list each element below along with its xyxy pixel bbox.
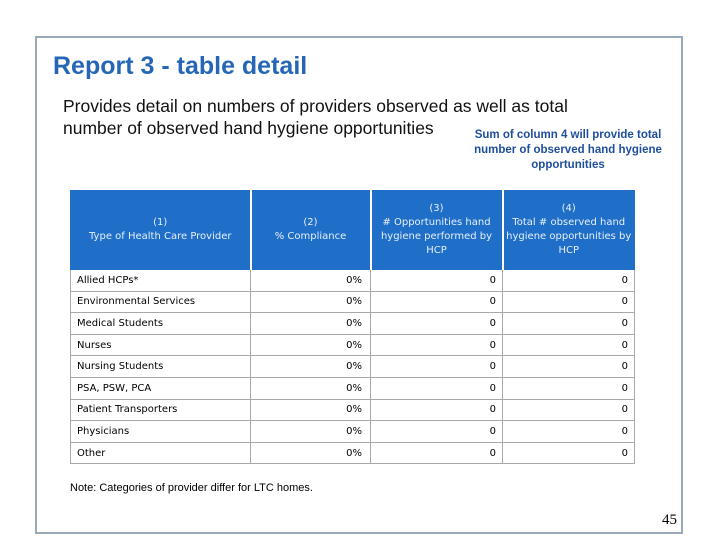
slide-subtitle: Provides detail on numbers of providers … <box>63 96 568 138</box>
cell-observed: 0 <box>502 399 635 422</box>
cell-performed: 0 <box>370 269 503 292</box>
header-label: % Compliance <box>274 231 347 242</box>
cell-observed: 0 <box>502 355 635 378</box>
header-num: (1) <box>153 217 168 228</box>
cell-provider: Physicians <box>70 420 251 443</box>
cell-observed: 0 <box>502 377 635 400</box>
cell-provider: Other <box>70 442 251 465</box>
table-row: PSA, PSW, PCA 0% 0 0 <box>70 377 635 400</box>
cell-observed: 0 <box>502 269 635 292</box>
cell-performed: 0 <box>370 442 503 465</box>
cell-observed: 0 <box>502 312 635 335</box>
cell-provider: Nursing Students <box>70 355 251 378</box>
cell-provider: Allied HCPs* <box>70 269 251 292</box>
slide-title: Report 3 - table detail <box>53 52 308 80</box>
cell-performed: 0 <box>370 420 503 443</box>
header-compliance: (2) % Compliance <box>250 190 372 270</box>
header-label: Type of Health Care Provider <box>89 231 232 242</box>
cell-performed: 0 <box>370 399 503 422</box>
table-row: Medical Students 0% 0 0 <box>70 312 635 335</box>
table-row: Physicians 0% 0 0 <box>70 420 635 443</box>
table-row: Allied HCPs* 0% 0 0 <box>70 269 635 292</box>
cell-compliance: 0% <box>250 399 371 422</box>
table-row: Nursing Students 0% 0 0 <box>70 355 635 378</box>
cell-provider: Nurses <box>70 334 251 357</box>
table-row: Other 0% 0 0 <box>70 442 635 465</box>
cell-compliance: 0% <box>250 377 371 400</box>
header-num: (4) <box>561 203 576 214</box>
cell-compliance: 0% <box>250 355 371 378</box>
footnote: Note: Categories of provider differ for … <box>70 482 313 494</box>
cell-compliance: 0% <box>250 420 371 443</box>
table-row: Patient Transporters 0% 0 0 <box>70 399 635 422</box>
page-number: 45 <box>662 512 677 528</box>
table-row: Environmental Services 0% 0 0 <box>70 291 635 314</box>
cell-performed: 0 <box>370 377 503 400</box>
cell-performed: 0 <box>370 355 503 378</box>
cell-provider: PSA, PSW, PCA <box>70 377 251 400</box>
slide-frame <box>35 36 683 534</box>
column-sum-callout: Sum of column 4 will provide total numbe… <box>474 129 662 171</box>
cell-compliance: 0% <box>250 291 371 314</box>
cell-performed: 0 <box>370 312 503 335</box>
header-label: # Opportunities hand hygiene performed b… <box>380 217 493 256</box>
cell-compliance: 0% <box>250 312 371 335</box>
cell-provider: Medical Students <box>70 312 251 335</box>
header-num: (3) <box>429 203 444 214</box>
cell-compliance: 0% <box>250 442 371 465</box>
cell-provider: Patient Transporters <box>70 399 251 422</box>
header-label: Total # observed hand hygiene opportunit… <box>506 217 632 256</box>
cell-observed: 0 <box>502 442 635 465</box>
cell-performed: 0 <box>370 334 503 357</box>
cell-observed: 0 <box>502 420 635 443</box>
header-total-observed: (4) Total # observed hand hygiene opport… <box>502 190 635 270</box>
cell-compliance: 0% <box>250 334 371 357</box>
cell-compliance: 0% <box>250 269 371 292</box>
header-num: (2) <box>303 217 318 228</box>
cell-performed: 0 <box>370 291 503 314</box>
cell-observed: 0 <box>502 334 635 357</box>
header-provider-type: (1) Type of Health Care Provider <box>70 190 252 270</box>
cell-provider: Environmental Services <box>70 291 251 314</box>
provider-detail-table: (1) Type of Health Care Provider (2) % C… <box>70 190 635 465</box>
cell-observed: 0 <box>502 291 635 314</box>
table-body: Allied HCPs* 0% 0 0 Environmental Servic… <box>70 269 635 465</box>
header-opportunities-performed: (3) # Opportunities hand hygiene perform… <box>370 190 504 270</box>
table-row: Nurses 0% 0 0 <box>70 334 635 357</box>
table-header: (1) Type of Health Care Provider (2) % C… <box>70 190 635 270</box>
